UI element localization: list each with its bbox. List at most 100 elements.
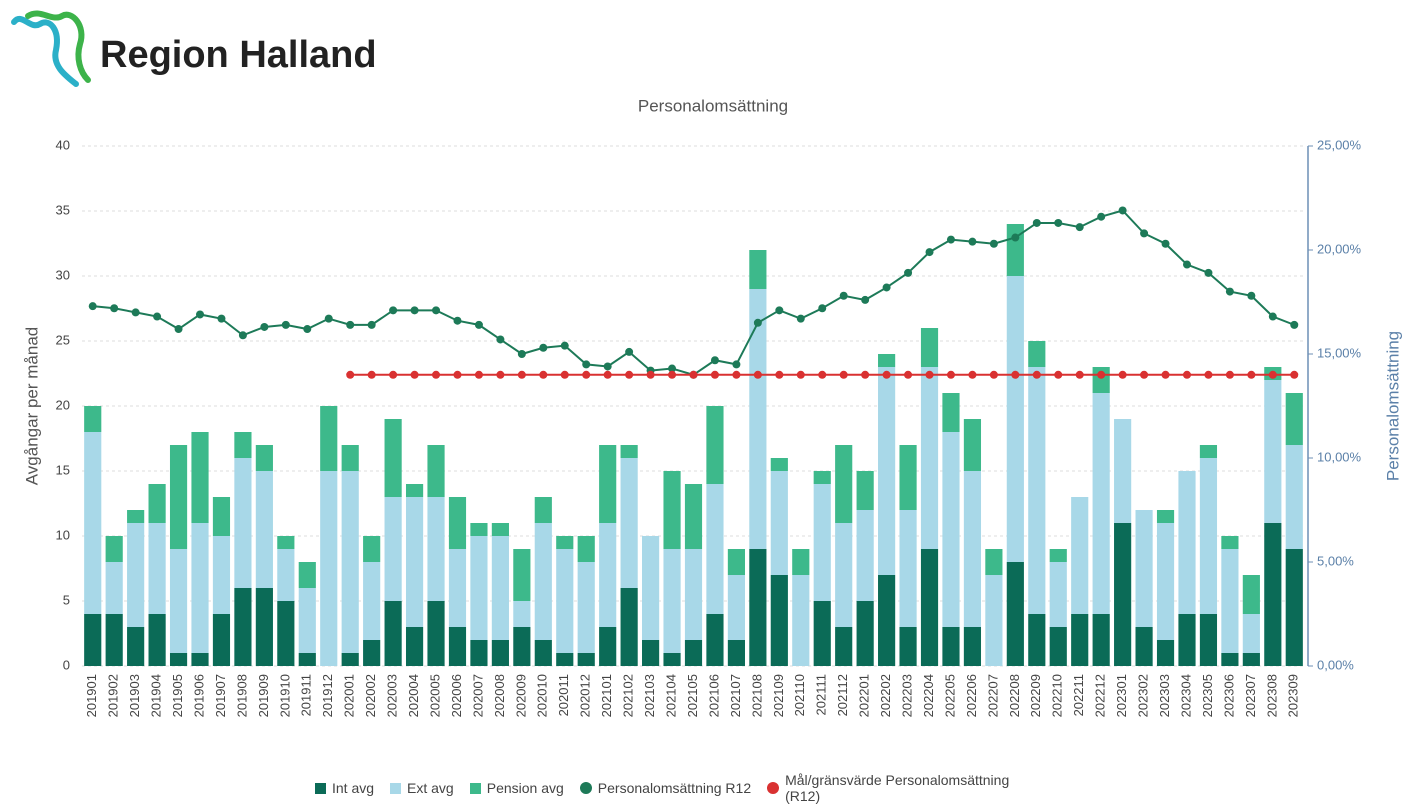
line-point xyxy=(1161,239,1170,248)
bar-segment xyxy=(856,471,874,510)
legend-marker xyxy=(579,782,592,794)
line-point xyxy=(1225,370,1234,379)
line-point xyxy=(367,320,376,329)
bar-segment xyxy=(835,445,853,523)
x-tick-label: 202210 xyxy=(1050,674,1065,717)
bar-segment xyxy=(341,471,359,653)
bar-segment xyxy=(1006,224,1024,276)
line-point xyxy=(474,320,483,329)
bar-segment xyxy=(835,523,853,627)
line-point xyxy=(389,370,398,379)
line-point xyxy=(839,370,848,379)
y2-tick-label: 25,00% xyxy=(1317,137,1362,152)
x-tick-label: 202302 xyxy=(1136,674,1151,717)
bar-segment xyxy=(84,614,102,666)
line-point xyxy=(1054,370,1063,379)
line xyxy=(92,209,1295,376)
bar-segment xyxy=(448,627,467,666)
line-point xyxy=(1182,370,1191,379)
line-point xyxy=(818,370,827,379)
bar-segment xyxy=(706,406,724,484)
line-point xyxy=(560,341,569,350)
bar-segment xyxy=(792,575,810,666)
chart-title: Personalomsättning xyxy=(638,96,788,115)
line-point xyxy=(517,370,526,379)
bar-segment xyxy=(963,471,982,627)
line-point xyxy=(1290,370,1299,379)
line-point xyxy=(539,370,548,379)
bar-segment xyxy=(169,445,188,549)
legend-marker xyxy=(469,782,481,794)
x-tick-label: 202207 xyxy=(985,674,1000,717)
x-tick-label: 202109 xyxy=(771,674,786,717)
x-tick-label: 202104 xyxy=(663,674,678,717)
line-point xyxy=(946,370,955,379)
y2-tick-label: 0,00% xyxy=(1317,657,1354,672)
bar-segment xyxy=(942,627,960,666)
bar-segment xyxy=(1242,614,1260,653)
bar-segment xyxy=(1264,523,1282,666)
bar-segment xyxy=(277,549,295,601)
bar-segment xyxy=(534,523,552,640)
bar-segment xyxy=(749,289,767,549)
bar-segment xyxy=(191,432,209,523)
x-tick-label: 202209 xyxy=(1028,674,1043,717)
bar-segment xyxy=(363,562,381,640)
bar-segment xyxy=(298,562,316,588)
x-tick-label: 202202 xyxy=(878,674,893,717)
bar-segment xyxy=(1049,627,1067,666)
legend-label: Personalomsättning R12 xyxy=(597,780,752,796)
bar-segment xyxy=(1156,523,1175,640)
bar-segment xyxy=(534,640,552,666)
bar-segment xyxy=(255,445,273,471)
line-point xyxy=(474,370,483,379)
bar-segment xyxy=(620,588,638,666)
bar-segment xyxy=(878,575,896,666)
line-point xyxy=(1118,370,1127,379)
line-point xyxy=(153,312,162,321)
x-tick-label: 201906 xyxy=(191,674,206,717)
line-point xyxy=(367,370,376,379)
bar-segment xyxy=(1135,510,1153,627)
line-point xyxy=(1140,229,1149,238)
line-point xyxy=(625,370,634,379)
bar-segment xyxy=(1285,445,1303,549)
line-point xyxy=(1011,233,1020,242)
bar-segment xyxy=(320,406,338,471)
line-point xyxy=(1204,268,1213,277)
line-point xyxy=(925,370,934,379)
x-tick-label: 202108 xyxy=(749,674,764,717)
line-point xyxy=(1247,370,1256,379)
bar-segment xyxy=(427,601,445,666)
bar-segment xyxy=(1114,419,1132,523)
bar-segment xyxy=(856,510,874,601)
bar-segment xyxy=(191,523,209,653)
bar-segment xyxy=(234,588,252,666)
bar-segment xyxy=(277,536,295,549)
bar-segment xyxy=(491,640,509,666)
bar-segment xyxy=(1006,562,1024,666)
line-point xyxy=(796,314,805,323)
bar-segment xyxy=(663,471,681,549)
line-point xyxy=(560,370,569,379)
bar-segment xyxy=(169,653,188,666)
line-point xyxy=(775,306,784,315)
legend-item: Personalomsättning R12 xyxy=(579,780,752,796)
x-tick-label: 201903 xyxy=(127,674,142,717)
line-point xyxy=(946,235,955,244)
x-tick-label: 201911 xyxy=(299,674,314,716)
x-tick-label: 201901 xyxy=(84,674,99,717)
y-tick-label: 10 xyxy=(56,527,70,542)
line-point xyxy=(904,370,913,379)
line-point xyxy=(582,370,591,379)
bar-segment xyxy=(1221,536,1239,549)
bar-segment xyxy=(384,497,402,601)
line-point xyxy=(882,370,891,379)
bar-segment xyxy=(1071,614,1089,666)
y-tick-label: 15 xyxy=(56,462,70,477)
bar-segment xyxy=(212,614,231,666)
bar-segment xyxy=(148,484,166,523)
bar-segment xyxy=(1221,549,1239,653)
bar-segment xyxy=(620,458,638,588)
